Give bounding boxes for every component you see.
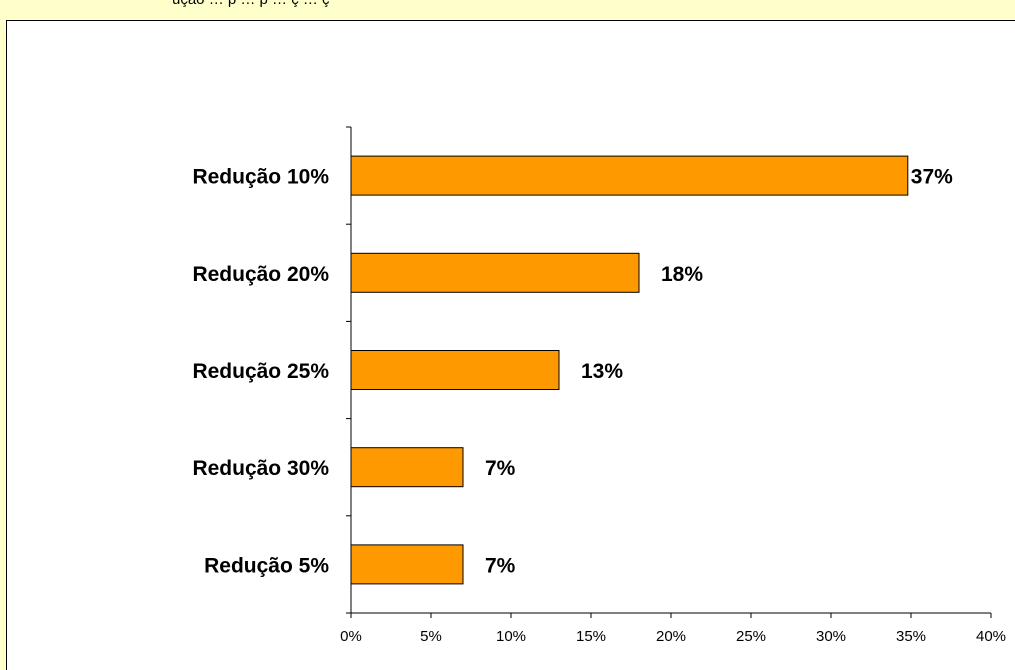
chart-panel xyxy=(6,20,1015,670)
x-tick-label: 30% xyxy=(816,628,846,645)
x-tick-label: 5% xyxy=(420,628,442,645)
x-tick-label: 0% xyxy=(340,628,362,645)
data-label: 18% xyxy=(661,263,703,286)
x-tick-label: 25% xyxy=(736,628,766,645)
cut-off-header: ução … p … p … ç … ç xyxy=(0,0,1015,20)
category-label: Redução 30% xyxy=(192,457,329,480)
x-tick-label: 20% xyxy=(656,628,686,645)
bar[interactable] xyxy=(350,447,464,488)
bar[interactable] xyxy=(350,155,909,196)
category-label: Redução 10% xyxy=(192,166,329,189)
bar[interactable] xyxy=(350,252,640,293)
data-label: 7% xyxy=(485,457,516,480)
x-tick-label: 40% xyxy=(976,628,1006,645)
data-label: 13% xyxy=(581,360,623,383)
x-tick-label: 15% xyxy=(576,628,606,645)
data-label: 7% xyxy=(485,554,516,577)
bar[interactable] xyxy=(350,350,560,390)
x-tick-label: 10% xyxy=(496,628,526,645)
data-label: 37% xyxy=(911,166,953,189)
x-tick-label: 35% xyxy=(896,628,926,645)
category-label: Redução 5% xyxy=(204,554,329,577)
bar[interactable] xyxy=(350,544,464,585)
cut-off-header-text: ução … p … p … ç … ç xyxy=(172,0,330,8)
category-label: Redução 20% xyxy=(192,263,329,286)
category-label: Redução 25% xyxy=(192,360,329,383)
